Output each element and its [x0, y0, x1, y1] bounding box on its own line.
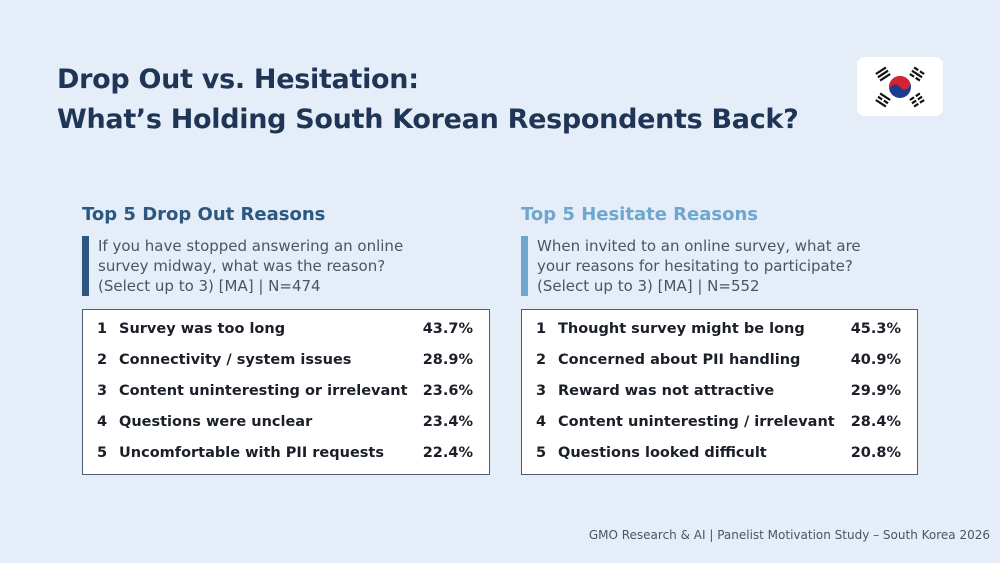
dropout-table: 1 Survey was too long 43.7% 2 Connectivi…	[82, 309, 490, 475]
table-row: 2 Connectivity / system issues 28.9%	[83, 345, 489, 376]
row-rank: 4	[536, 413, 547, 430]
footer-credit: GMO Research & AI | Panelist Motivation …	[588, 528, 990, 542]
table-row: 5 Questions looked difficult 20.8%	[522, 437, 917, 468]
hesitate-heading: Top 5 Hesitate Reasons	[521, 204, 759, 225]
dropout-question-line: If you have stopped answering an online	[98, 237, 404, 255]
row-rank: 3	[536, 382, 547, 399]
row-percent: 45.3%	[850, 321, 901, 338]
hesitate-question-line: (Select up to 3) [MA] | N=552	[537, 277, 760, 295]
dropout-question: If you have stopped answering an online …	[82, 236, 490, 296]
row-rank: 4	[97, 413, 108, 430]
table-row: 5 Uncomfortable with PII requests 22.4%	[83, 437, 489, 468]
row-rank: 5	[97, 444, 108, 461]
row-reason: Content uninteresting / irrelevant	[558, 413, 835, 430]
table-row: 1 Survey was too long 43.7%	[83, 314, 489, 345]
row-reason: Content uninteresting or irrelevant	[119, 382, 408, 399]
hesitate-question-line: your reasons for hesitating to participa…	[537, 257, 853, 275]
row-percent: 28.4%	[850, 413, 901, 430]
row-rank: 2	[97, 352, 108, 369]
row-reason: Questions looked difficult	[558, 444, 767, 461]
page-title: Drop Out vs. Hesitation: What’s Holding …	[57, 60, 799, 140]
row-percent: 29.9%	[850, 382, 901, 399]
row-rank: 1	[97, 321, 108, 338]
hesitate-question-line: When invited to an online survey, what a…	[537, 237, 861, 255]
row-percent: 20.8%	[850, 444, 901, 461]
dropout-heading: Top 5 Drop Out Reasons	[82, 204, 326, 225]
row-rank: 2	[536, 352, 547, 369]
title-line-1: Drop Out vs. Hesitation:	[57, 64, 419, 95]
table-row: 4 Questions were unclear 23.4%	[83, 406, 489, 437]
row-rank: 3	[97, 382, 108, 399]
dropout-panel: Top 5 Drop Out Reasons If you have stopp…	[82, 203, 490, 475]
row-reason: Survey was too long	[119, 321, 286, 338]
table-row: 3 Reward was not attractive 29.9%	[522, 376, 917, 407]
south-korea-flag-icon	[857, 57, 943, 116]
row-reason: Concerned about PII handling	[558, 352, 801, 369]
row-percent: 28.9%	[422, 352, 473, 369]
row-reason: Uncomfortable with PII requests	[119, 444, 384, 461]
hesitate-table: 1 Thought survey might be long 45.3% 2 C…	[521, 309, 918, 475]
row-rank: 1	[536, 321, 547, 338]
hesitate-panel: Top 5 Hesitate Reasons When invited to a…	[521, 203, 918, 475]
row-percent: 40.9%	[850, 352, 901, 369]
table-row: 3 Content uninteresting or irrelevant 23…	[83, 376, 489, 407]
row-rank: 5	[536, 444, 547, 461]
row-percent: 23.6%	[422, 382, 473, 399]
row-reason: Reward was not attractive	[558, 382, 775, 399]
dropout-question-line: (Select up to 3) [MA] | N=474	[98, 277, 321, 295]
row-percent: 23.4%	[422, 413, 473, 430]
row-percent: 43.7%	[422, 321, 473, 338]
row-reason: Questions were unclear	[119, 413, 313, 430]
table-row: 4 Content uninteresting / irrelevant 28.…	[522, 406, 917, 437]
table-row: 1 Thought survey might be long 45.3%	[522, 314, 917, 345]
row-percent: 22.4%	[422, 444, 473, 461]
row-reason: Thought survey might be long	[558, 321, 805, 338]
row-reason: Connectivity / system issues	[119, 352, 352, 369]
dropout-question-line: survey midway, what was the reason?	[98, 257, 386, 275]
table-row: 2 Concerned about PII handling 40.9%	[522, 345, 917, 376]
title-line-2: What’s Holding South Korean Respondents …	[57, 104, 799, 135]
hesitate-question: When invited to an online survey, what a…	[521, 236, 918, 296]
